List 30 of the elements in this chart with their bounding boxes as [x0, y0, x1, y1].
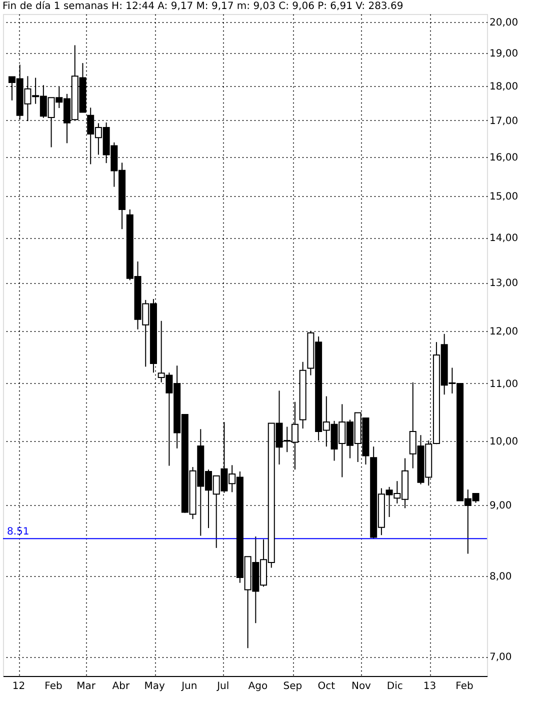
y-tick-label: 11,00 — [490, 378, 518, 390]
x-tick-label: Nov — [351, 681, 372, 692]
x-tick-label: Jul — [216, 681, 230, 692]
y-tick-label: 20,00 — [490, 18, 518, 29]
x-tick-label: Feb — [456, 681, 474, 692]
y-tick-label: 14,00 — [490, 233, 518, 244]
y-tick-label: 10,00 — [490, 436, 518, 448]
x-tick-label: Ago — [248, 681, 268, 692]
y-tick-label: 18,00 — [490, 81, 518, 92]
x-tick-label: Abr — [112, 681, 130, 692]
y-tick-label: 9,00 — [490, 500, 512, 512]
y-tick-label: 16,00 — [490, 152, 518, 164]
x-tick-label: 13 — [423, 681, 436, 692]
x-tick-label: Jun — [180, 681, 198, 692]
y-tick-label: 8,00 — [490, 571, 512, 582]
y-tick-label: 7,00 — [490, 652, 512, 664]
y-tick-label: 13,00 — [490, 278, 518, 290]
x-tick-label: Feb — [44, 681, 62, 692]
y-tick-label: 15,00 — [490, 192, 518, 203]
ref-line-label: 8.51 — [7, 526, 30, 538]
x-tick-label: Oct — [318, 681, 336, 692]
x-tick-label: Sep — [283, 681, 302, 692]
x-tick-label: 12 — [12, 681, 26, 692]
y-tick-label: 12,00 — [490, 326, 518, 338]
x-tick-label: Dic — [386, 681, 403, 692]
y-tick-label: 17,00 — [490, 116, 518, 127]
x-tick-label: May — [144, 681, 166, 692]
chart-title: Fin de día 1 semanas H: 12:44 A: 9,17 M: 9,17 m: 9,03 C: 9,06 P: 6,91 V: 283.69 — [2, 1, 404, 12]
y-tick-label: 19,00 — [490, 48, 518, 60]
x-tick-label: Mar — [76, 681, 96, 692]
